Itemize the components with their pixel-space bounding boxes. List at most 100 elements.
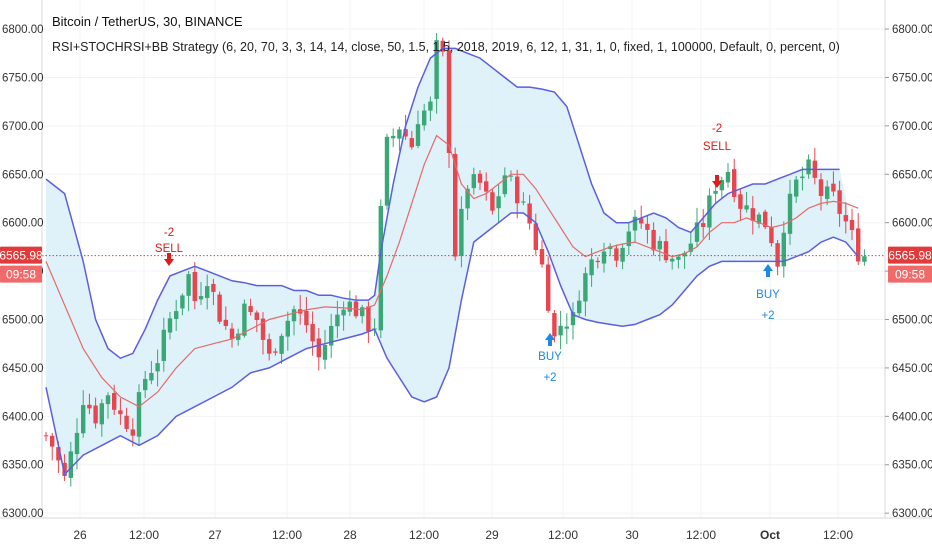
candle-body <box>856 228 861 262</box>
candle-body <box>273 351 278 353</box>
candle-body <box>136 392 142 437</box>
countdown-badge-left-bg <box>0 265 42 283</box>
candle-body <box>831 183 836 192</box>
y-tick-label-right: 6600.00 <box>892 218 932 230</box>
candle-body <box>285 320 290 337</box>
y-tick-label-left: 6350.00 <box>2 460 44 472</box>
candle-body <box>490 192 495 211</box>
candle-body <box>236 333 241 340</box>
candle-body <box>657 240 662 250</box>
candle-body <box>818 179 824 197</box>
candle-body <box>496 196 501 209</box>
candle-body <box>391 135 396 139</box>
buy-arrow-icon <box>763 264 773 277</box>
candle-body <box>583 273 588 302</box>
candle-body <box>775 243 780 267</box>
candle-body <box>124 415 129 429</box>
candle-body <box>99 403 104 425</box>
candle-body <box>651 229 656 251</box>
candle-body <box>465 188 470 209</box>
y-tick-label-left: 6300.00 <box>2 508 44 520</box>
candle-body <box>167 318 173 333</box>
candle-body <box>93 405 98 424</box>
candle-body <box>843 215 848 222</box>
candle-body <box>341 309 346 316</box>
candle-body <box>360 307 365 317</box>
candle-body <box>825 186 830 199</box>
candle-body <box>744 205 749 210</box>
candle-body <box>50 435 55 447</box>
candle-body <box>632 216 638 231</box>
candle-body <box>787 193 793 234</box>
x-tick-label: 12:00 <box>823 528 853 542</box>
x-tick-label: 27 <box>208 528 222 542</box>
candle-body <box>663 241 669 261</box>
candle-body <box>781 232 786 267</box>
x-tick-label: 29 <box>485 528 499 542</box>
candle-body <box>87 404 92 409</box>
candle-body <box>403 129 408 137</box>
candle-body <box>732 169 737 197</box>
candle-body <box>316 338 321 358</box>
x-tick-label: 12:00 <box>548 528 578 542</box>
candle-body <box>539 249 545 265</box>
sell-signal-label: SELL <box>703 141 732 153</box>
candle-body <box>725 171 731 183</box>
candle-body <box>366 306 371 332</box>
candle-body <box>248 306 253 313</box>
buy-signal-label: BUY <box>756 289 780 301</box>
candle-body <box>143 378 148 391</box>
candle-body <box>806 159 811 175</box>
bollinger-band-fill <box>46 48 859 475</box>
candle-body <box>180 295 185 309</box>
candle-body <box>68 451 73 478</box>
candle-body <box>223 319 228 326</box>
candle-body <box>552 313 557 337</box>
candle-body <box>415 124 421 146</box>
candle-body <box>595 260 600 263</box>
candle-body <box>229 328 235 340</box>
candle-body <box>459 208 464 256</box>
y-tick-label-left: 6500.00 <box>2 315 44 327</box>
buy-signal-qty: +2 <box>761 310 774 322</box>
candle-body <box>112 393 117 410</box>
candle-body <box>527 203 532 224</box>
buy-signal-label: BUY <box>538 351 562 363</box>
y-tick-label-right: 6650.00 <box>892 169 932 181</box>
candle-body <box>477 173 483 183</box>
strategy-parameters: RSI+STOCHRSI+BB Strategy (6, 20, 70, 3, … <box>52 40 840 54</box>
candle-body <box>564 326 569 329</box>
sell-signal-label: SELL <box>155 243 184 255</box>
x-tick-label: 12:00 <box>272 528 302 542</box>
candle-body <box>446 50 452 154</box>
candle-body <box>155 363 160 372</box>
y-tick-label-left: 6600.00 <box>2 218 44 230</box>
candle-body <box>713 190 718 194</box>
y-tick-label-right: 6300.00 <box>892 508 932 520</box>
candle-body <box>422 110 427 126</box>
candle-body <box>409 138 414 148</box>
candle-body <box>620 247 625 262</box>
candle-body <box>304 310 309 326</box>
y-tick-label-left: 6800.00 <box>2 24 44 36</box>
sell-arrow-icon <box>712 175 722 188</box>
countdown-badge-left: 09:58 <box>6 268 36 282</box>
candle-body <box>769 226 774 244</box>
candle-body <box>645 223 650 230</box>
last-price-badge-right-bg <box>888 246 932 264</box>
bollinger-upper-line <box>45 47 840 360</box>
candle-body <box>577 300 582 314</box>
candle-body <box>738 194 743 209</box>
candle-body <box>186 274 191 296</box>
y-tick-label-right: 6400.00 <box>892 411 932 423</box>
candle-body <box>192 271 197 302</box>
countdown-badge-right: 09:58 <box>895 268 925 282</box>
x-tick-label: Oct <box>760 528 780 542</box>
candle-body <box>471 174 476 189</box>
bollinger-basis-line <box>45 134 859 408</box>
candle-body <box>670 258 675 262</box>
candle-body <box>174 311 179 319</box>
candle-body <box>260 318 266 340</box>
